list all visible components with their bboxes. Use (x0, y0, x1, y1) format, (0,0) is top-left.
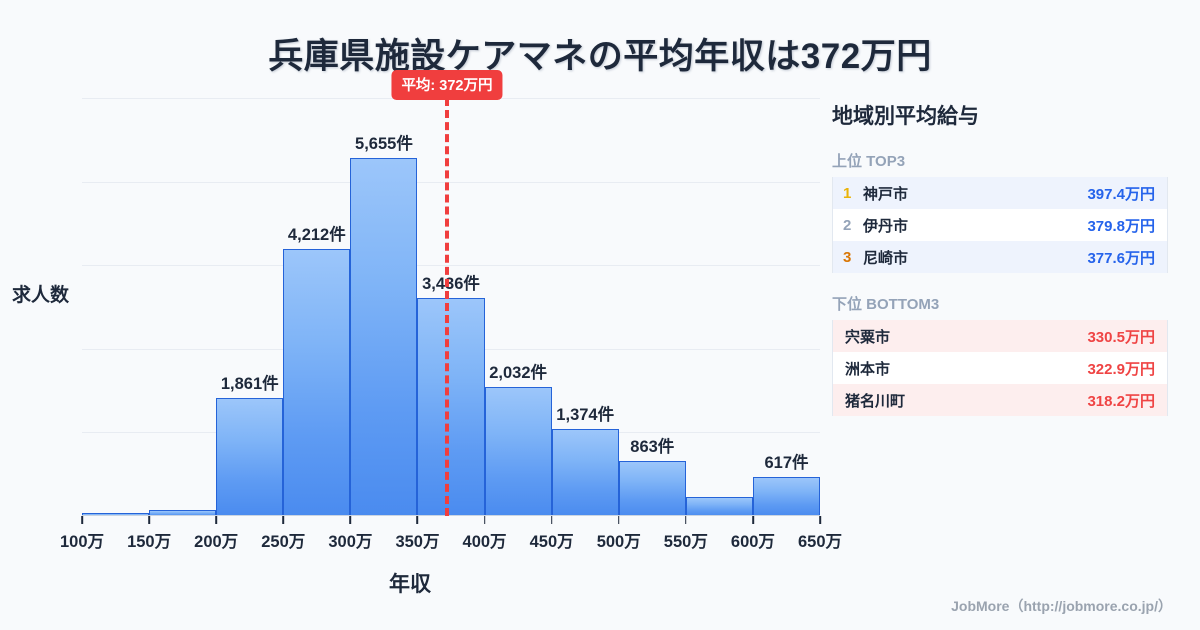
bottom3-heading: 下位 BOTTOM3 (832, 296, 940, 313)
bar-value-label: 3,436件 (422, 275, 480, 294)
rank-row[interactable]: 1 神戸市 397.4万円 (833, 177, 1167, 209)
page-title: 兵庫県施設ケアマネの平均年収は372万円 (268, 37, 932, 76)
bar-value-label: 1,374件 (556, 405, 615, 424)
region-name: 神戸市 (863, 185, 909, 203)
bar-slot: 5,655件 (350, 98, 418, 516)
bar-value-label: 2,032件 (489, 364, 548, 383)
x-axis-tick-label: 100万 (59, 533, 105, 551)
histogram-bar[interactable]: 5,655件 (350, 135, 418, 516)
plot-area: 30件95件 1,861件 4,212件 5,655件 3,436件 2,032件 1,37… (82, 98, 821, 516)
x-axis-tick-label: 550万 (663, 533, 708, 551)
bar-value-label: 617件 (764, 453, 809, 472)
region-name: 伊丹市 (863, 217, 909, 235)
region-salary-sidebar: 地域別平均給与 上位 TOP3 1 神戸市 397.4万円 2 伊丹市 379.8万円 3 尼… (832, 100, 1168, 436)
x-axis-tick-label: 350万 (395, 533, 440, 551)
histogram-bar[interactable]: 863件 (618, 438, 686, 516)
histogram-bar[interactable]: 4,212件 (283, 226, 351, 516)
bar-slot: 2,032件 (484, 98, 552, 516)
bar-value-label: 4,212件 (287, 226, 346, 245)
x-axis-tick-label: 500万 (596, 533, 641, 551)
rank-row[interactable]: 宍粟市 330.5万円 (833, 320, 1167, 352)
histogram-bar[interactable]: 3,436件 (417, 275, 485, 516)
x-axis-tick-label: 250万 (261, 533, 306, 551)
x-axis-tick-label: 650万 (797, 533, 843, 551)
histogram-bar[interactable]: 1,861件 (216, 375, 284, 516)
x-axis-tick (483, 516, 486, 524)
x-axis-tick-label: 400万 (462, 533, 507, 551)
bar-slot: 1,861件 (216, 98, 284, 516)
region-salary-value: 397.4万円 (1087, 185, 1155, 203)
region-name: 宍粟市 (845, 328, 891, 346)
sidebar-title: 地域別平均給与 (832, 105, 979, 128)
bars-container: 30件95件 1,861件 4,212件 5,655件 3,436件 2,032件 1,37… (82, 98, 821, 516)
bar-value-label: 5,655件 (355, 134, 413, 153)
region-salary-value: 379.8万円 (1087, 217, 1155, 235)
histogram-bar[interactable]: 617件 (752, 454, 821, 516)
gridline (82, 265, 820, 267)
bar-slot: 300件 (685, 98, 753, 516)
rank-number: 3 (843, 248, 852, 266)
bar-slot: 30件 (82, 98, 150, 516)
region-salary-value: 377.6万円 (1087, 249, 1155, 267)
histogram-bar[interactable]: 300件 (685, 497, 753, 516)
bar-slot: 617件 (752, 98, 821, 516)
region-name: 尼崎市 (863, 249, 909, 267)
histogram-bar[interactable]: 30件 (82, 513, 150, 516)
bar-slot: 3,436件 (417, 98, 485, 516)
top3-table: 1 神戸市 397.4万円 2 伊丹市 379.8万円 3 尼崎市 377.6万円 (832, 177, 1168, 273)
histogram-bar[interactable]: 95件 (149, 509, 217, 516)
footer-attribution: JobMore（http://jobmore.co.jp/） (951, 598, 1172, 614)
region-salary-value: 330.5万円 (1087, 328, 1155, 346)
rank-row[interactable]: 洲本市 322.9万円 (833, 352, 1167, 384)
x-axis-tick-label: 200万 (194, 533, 239, 551)
x-axis-tick (349, 516, 352, 524)
bar-slot: 4,212件 (283, 98, 351, 516)
x-axis-tick (215, 516, 217, 524)
y-axis-label: 求人数 (12, 285, 70, 306)
average-badge: 平均: 372万円 (391, 70, 503, 100)
bar-slot: 1,374件 (551, 98, 619, 516)
histogram-chart: 求人数 30件95件 1,861件 4,212件 5,655件 3,436件 2,032件… (0, 70, 842, 610)
x-axis: 100万 150万 200万 250万 300万 350万 400万 450万 500万 550万… (60, 516, 842, 556)
x-axis-tick-label: 300万 (328, 533, 373, 551)
x-axis-tick (752, 516, 754, 524)
x-axis-tick (819, 516, 821, 524)
bottom3-table: 宍粟市 330.5万円洲本市 322.9万円猪名川町 318.2万円 (832, 320, 1168, 416)
x-axis-tick (617, 516, 620, 524)
x-axis-tick (81, 516, 83, 524)
top3-heading: 上位 TOP3 (832, 153, 906, 170)
region-name: 猪名川町 (845, 392, 906, 410)
average-dashed-line (444, 98, 449, 516)
x-axis-baseline (82, 515, 820, 516)
region-salary-value: 318.2万円 (1087, 392, 1155, 410)
x-axis-tick-label: 150万 (127, 533, 172, 551)
bar-value-label: 1,861件 (220, 375, 279, 394)
x-axis-tick (416, 516, 419, 524)
x-axis-tick (550, 516, 553, 524)
x-axis-tick (685, 516, 687, 524)
rank-number: 2 (843, 216, 852, 234)
rank-row[interactable]: 猪名川町 318.2万円 (833, 384, 1167, 416)
x-axis-tick (282, 516, 285, 524)
bar-slot: 95件 (149, 98, 217, 516)
rank-row[interactable]: 3 尼崎市 377.6万円 (833, 241, 1167, 273)
region-salary-value: 322.9万円 (1087, 360, 1155, 378)
bar-slot: 863件 (618, 98, 686, 516)
histogram-bar[interactable]: 2,032件 (484, 364, 552, 516)
bar-value-label: 863件 (630, 438, 675, 457)
histogram-bar[interactable]: 1,374件 (551, 406, 619, 516)
rank-row[interactable]: 2 伊丹市 379.8万円 (833, 209, 1167, 241)
x-axis-tick (148, 516, 150, 524)
x-axis-tick-label: 600万 (730, 533, 775, 551)
x-axis-label: 年収 (389, 573, 431, 596)
rank-number: 1 (843, 184, 852, 202)
region-name: 洲本市 (845, 360, 891, 378)
x-axis-tick-label: 450万 (529, 533, 574, 551)
gridline (82, 181, 820, 183)
